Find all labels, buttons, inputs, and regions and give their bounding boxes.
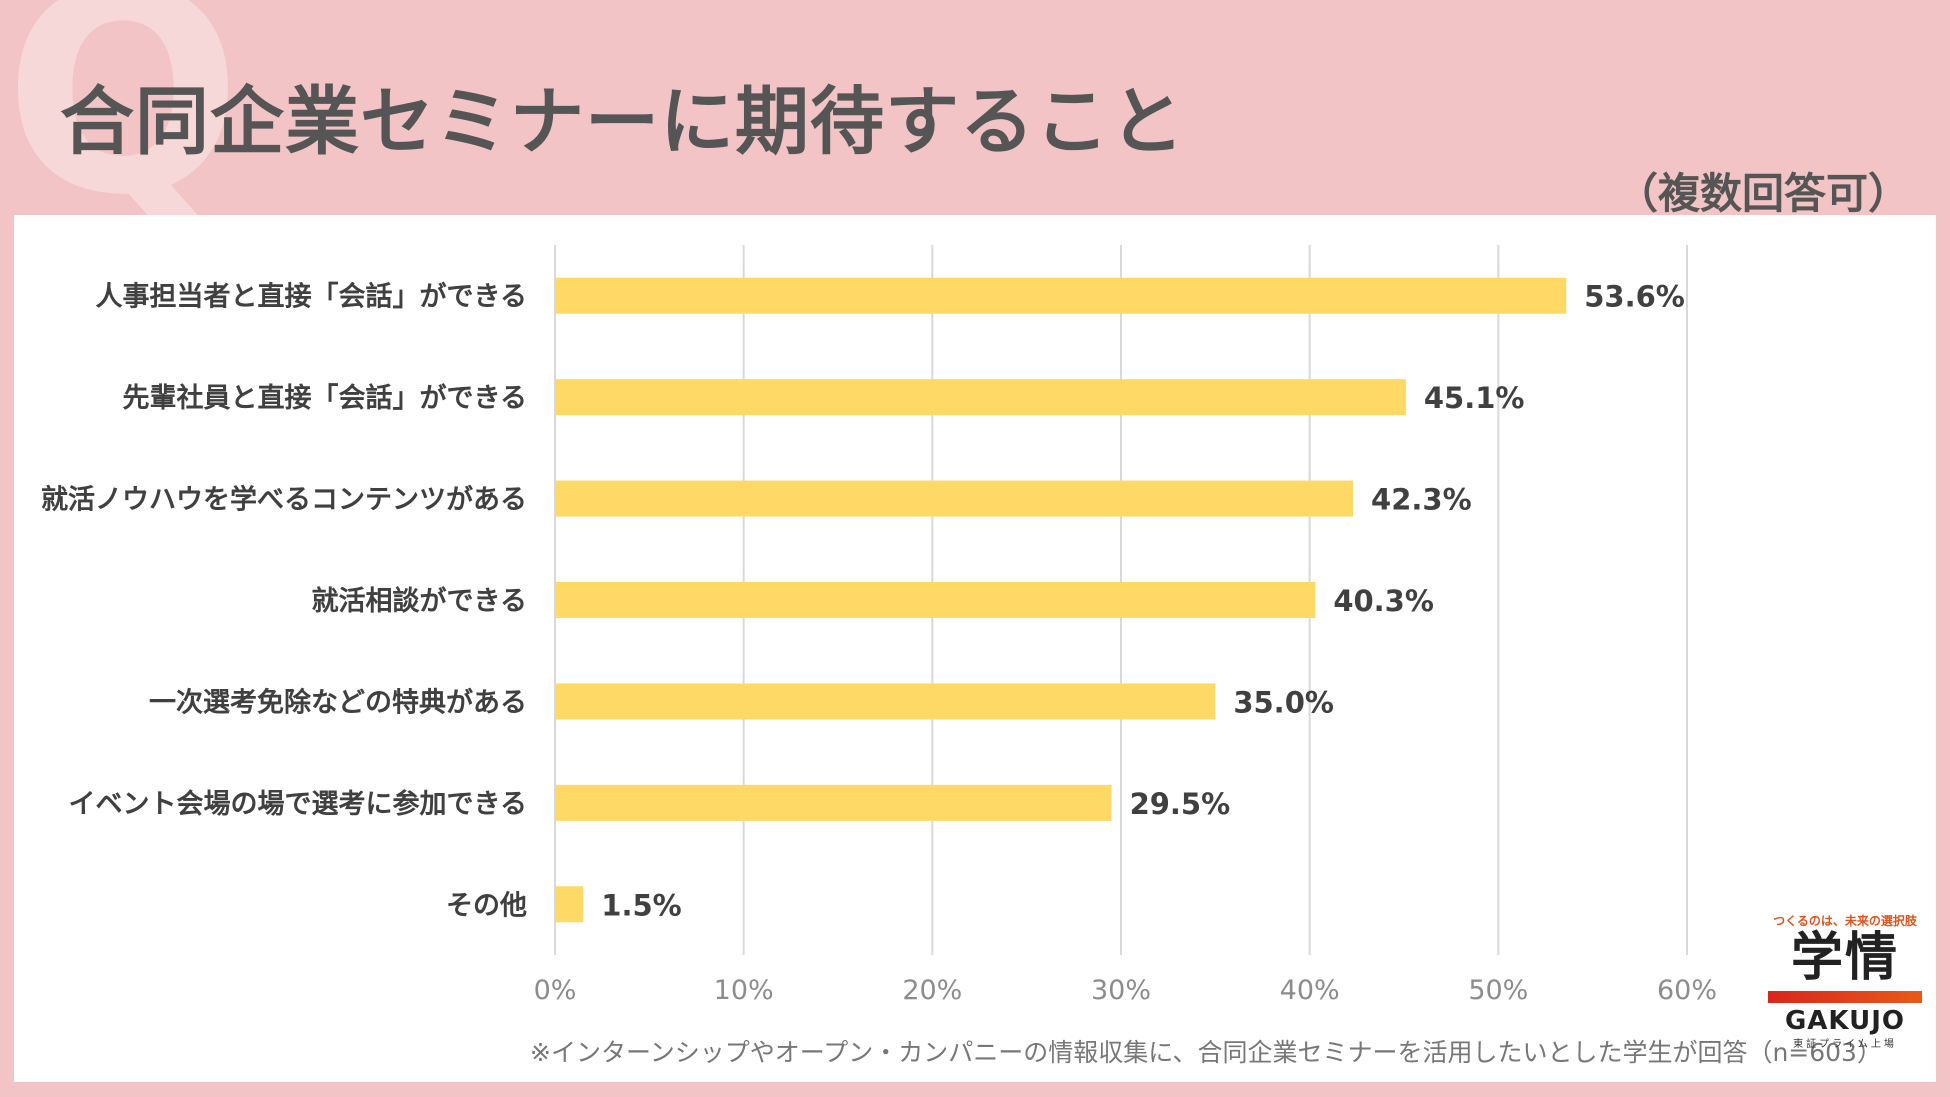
category-label: 一次選考免除などの特典がある <box>149 686 527 718</box>
category-label: 先輩社員と直接「会話」ができる <box>123 382 527 414</box>
q-watermark: Q <box>4 0 243 257</box>
x-tick-label: 0% <box>534 975 577 1006</box>
logo-sub: 東証プライム上場 <box>1793 1039 1897 1051</box>
value-label: 42.3% <box>1371 483 1472 517</box>
value-label: 35.0% <box>1233 685 1334 719</box>
page-subtitle: （複数回答可） <box>1615 169 1910 218</box>
bar <box>555 784 1112 821</box>
x-tick-label: 50% <box>1468 975 1528 1006</box>
logo-mark: 学情 <box>1790 928 1899 988</box>
category-label: 就活相談ができる <box>312 585 527 617</box>
value-label: 1.5% <box>601 888 681 922</box>
bar <box>555 379 1406 416</box>
bar <box>555 277 1567 314</box>
x-tick-label: 20% <box>902 975 962 1006</box>
category-label: その他 <box>446 890 527 921</box>
x-tick-label: 60% <box>1657 975 1717 1006</box>
value-label: 45.1% <box>1424 381 1525 415</box>
value-label: 29.5% <box>1130 787 1231 821</box>
x-tick-label: 10% <box>714 975 774 1006</box>
logo-tagline: つくるのは、未来の選択肢 <box>1773 914 1917 928</box>
bar <box>555 683 1216 720</box>
value-label: 40.3% <box>1333 584 1434 618</box>
x-tick-label: 30% <box>1091 975 1151 1006</box>
page-title: 合同企業セミナーに期待すること <box>60 79 1185 165</box>
chart-panel <box>14 215 1936 1082</box>
value-label: 53.6% <box>1584 280 1685 314</box>
category-label: イベント会場の場で選考に参加できる <box>69 788 527 820</box>
category-label: 就活ノウハウを学べるコンテンツがある <box>41 484 527 516</box>
bar <box>555 480 1354 517</box>
footnote: ※インターンシップやオープン・カンパニーの情報収集に、合同企業セミナーを活用した… <box>530 1038 1882 1067</box>
logo-name: GAKUJO <box>1784 1005 1906 1036</box>
gakujo-logo: つくるのは、未来の選択肢 学情 GAKUJO 東証プライム上場 <box>1760 912 1930 1072</box>
bar <box>555 582 1316 618</box>
x-tick-label: 40% <box>1280 975 1340 1006</box>
category-label: 人事担当者と直接「会話」ができる <box>96 281 527 313</box>
logo-bar <box>1768 990 1922 1003</box>
bar <box>555 886 584 923</box>
